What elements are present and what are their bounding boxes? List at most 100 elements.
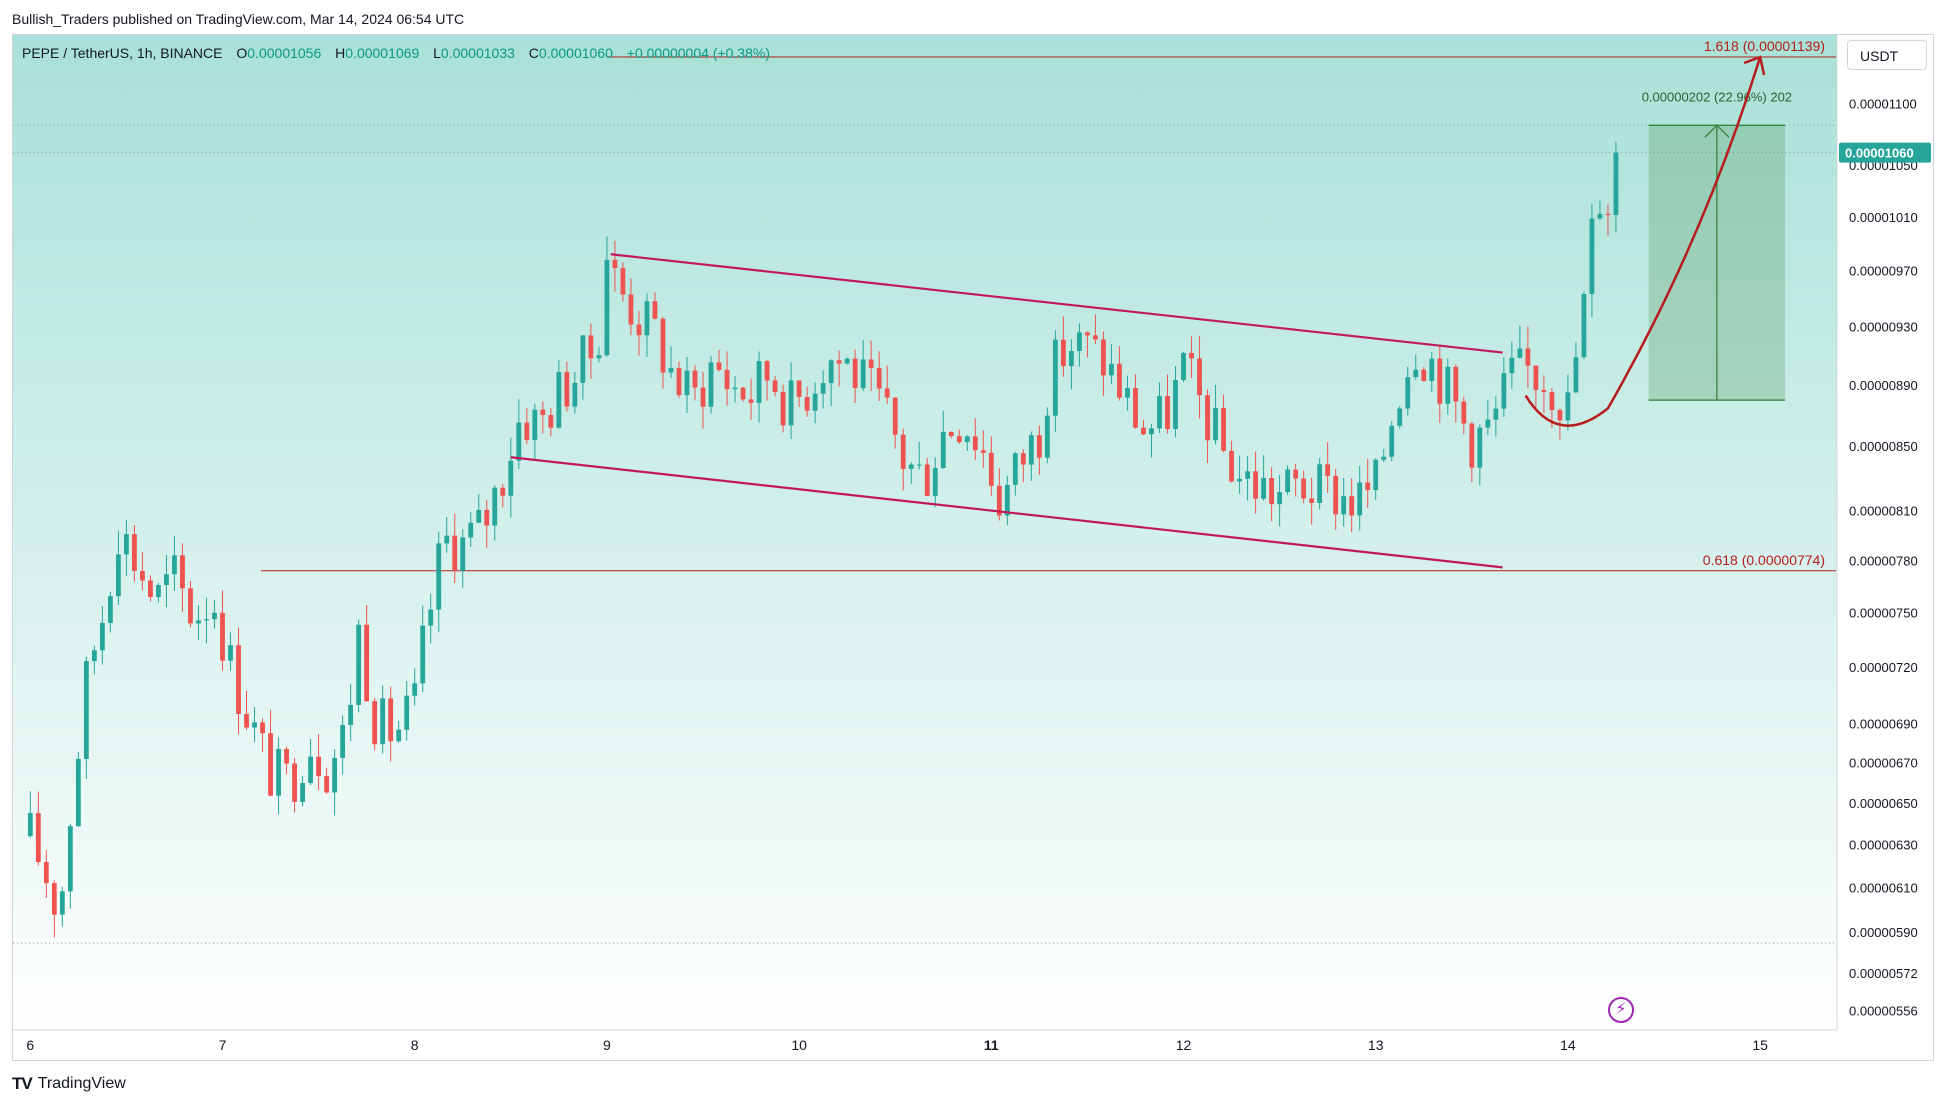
candle-body xyxy=(91,650,97,662)
candle-body xyxy=(1421,369,1427,381)
candle-body xyxy=(780,391,786,426)
candle-body xyxy=(1493,408,1499,420)
candle-body xyxy=(396,729,402,742)
candle-body xyxy=(356,624,362,705)
candle-body xyxy=(372,701,378,745)
candle-body xyxy=(1165,396,1170,429)
candle-body xyxy=(1565,392,1571,421)
candle-body xyxy=(284,748,289,764)
candle-body xyxy=(1549,392,1555,411)
projection-label: 0.00000202 (22.96%) 202 xyxy=(1642,89,1792,104)
candle-body xyxy=(1293,469,1299,479)
candle-body xyxy=(1389,425,1395,457)
candle-body xyxy=(1485,419,1491,428)
candle-body xyxy=(556,372,562,428)
lightning-icon[interactable]: ⚡ xyxy=(1608,997,1634,1023)
candle-body xyxy=(1205,395,1210,441)
candle-body xyxy=(628,294,634,325)
last-price-badge xyxy=(1839,142,1931,163)
high-value: 0.00001069 xyxy=(345,45,420,61)
candle-body xyxy=(27,813,33,837)
candle-body xyxy=(1301,478,1307,499)
candle-body xyxy=(115,554,121,597)
time-tick-label: 6 xyxy=(26,1037,34,1053)
candle-body xyxy=(1052,339,1058,416)
candle-body xyxy=(1501,373,1507,409)
candle-body xyxy=(268,733,273,796)
candle-body xyxy=(756,361,762,403)
candle-body xyxy=(996,485,1002,516)
time-tick-label: 12 xyxy=(1176,1037,1192,1053)
change-value: +0.00000004 (+0.38%) xyxy=(626,45,770,61)
candle-body xyxy=(636,324,642,336)
tradingview-logo-icon: TV xyxy=(12,1074,33,1093)
candle-body xyxy=(156,585,161,598)
candle-body xyxy=(460,537,466,571)
price-chart[interactable]: 1.618 (0.00001139) 0.618 (0.00000774) 0.0… xyxy=(0,0,1946,1064)
time-axis[interactable]: 6 7 8 9 10 11 12 13 14 15 xyxy=(26,1037,1768,1053)
candle-body xyxy=(1413,369,1419,378)
candle-body xyxy=(1469,423,1475,468)
candle-body xyxy=(516,422,522,461)
candle-body xyxy=(980,450,986,453)
candle-body xyxy=(1109,363,1114,376)
candle-body xyxy=(900,434,906,469)
candle-body xyxy=(1221,407,1226,451)
candle-body xyxy=(1036,435,1042,458)
candle-body xyxy=(276,748,281,796)
open-label: O xyxy=(236,45,248,61)
candle-body xyxy=(188,588,193,624)
candle-body xyxy=(1068,351,1074,367)
candle-body xyxy=(580,335,586,383)
candle-body xyxy=(1509,357,1515,374)
candle-body xyxy=(652,301,658,319)
candle-body xyxy=(1077,332,1082,352)
currency-selector-button[interactable]: USDT xyxy=(1847,40,1927,70)
candle-body xyxy=(1245,471,1250,479)
candle-body xyxy=(700,387,706,407)
candle-body xyxy=(1357,482,1363,516)
candle-body xyxy=(924,464,930,496)
candle-body xyxy=(588,335,594,359)
fib-level-label: 1.618 (0.00001139) xyxy=(1704,38,1825,54)
candle-body xyxy=(420,625,426,684)
tradingview-logo[interactable]: TV TradingView xyxy=(12,1074,126,1094)
candle-body xyxy=(83,661,89,759)
price-tick-label: 0.00000590 xyxy=(1849,925,1918,940)
candle-body xyxy=(412,683,418,696)
candle-body xyxy=(1093,335,1098,340)
candle-body xyxy=(716,362,722,370)
candle-body xyxy=(468,522,474,538)
candle-body xyxy=(212,612,217,620)
candle-body xyxy=(692,370,698,388)
candle-body xyxy=(940,431,946,469)
candle-body xyxy=(620,268,626,295)
symbol-title[interactable]: PEPE / TetherUS, 1h, BINANCE xyxy=(22,45,223,61)
high-label: H xyxy=(335,45,346,61)
candle-body xyxy=(1341,496,1347,515)
candle-body xyxy=(75,758,81,827)
candles-layer xyxy=(27,141,1619,938)
candle-body xyxy=(764,361,770,381)
candle-body xyxy=(1044,415,1050,458)
price-tick-label: 0.00000720 xyxy=(1849,660,1918,675)
price-tick-label: 0.00000670 xyxy=(1849,756,1918,771)
price-tick-label: 0.00000690 xyxy=(1849,717,1918,732)
price-tick-label: 0.00000650 xyxy=(1849,796,1918,811)
candle-body xyxy=(660,318,666,373)
candle-body xyxy=(316,756,322,777)
close-label: C xyxy=(528,45,539,61)
time-tick-label: 8 xyxy=(411,1037,419,1053)
candle-body xyxy=(452,535,458,571)
candle-body xyxy=(1445,366,1451,404)
price-axis[interactable]: 0.000011000.000010500.000010100.00000970… xyxy=(1839,96,1931,1019)
candle-body xyxy=(148,580,153,598)
candle-body xyxy=(1125,388,1130,398)
candle-body xyxy=(508,460,514,496)
candle-body xyxy=(1581,294,1587,358)
plot-background xyxy=(13,35,1837,1030)
candle-body xyxy=(164,574,169,586)
candle-body xyxy=(732,387,738,390)
fib-level-label: 0.618 (0.00000774) xyxy=(1703,552,1825,568)
footer-bar xyxy=(0,1064,1946,1105)
